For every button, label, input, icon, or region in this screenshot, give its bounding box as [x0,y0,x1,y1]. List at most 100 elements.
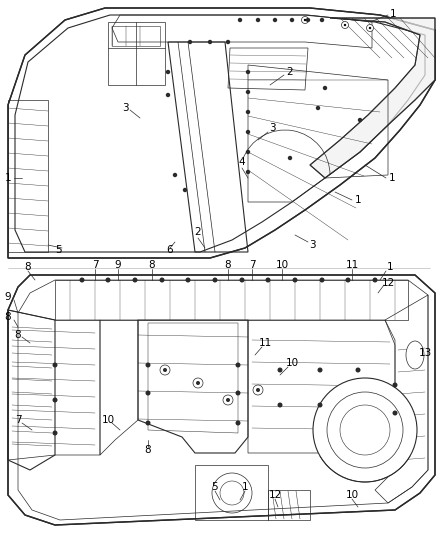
Circle shape [53,431,57,435]
Ellipse shape [406,341,424,369]
Text: 5: 5 [212,482,218,492]
Circle shape [246,90,250,94]
Circle shape [106,278,110,282]
Text: 12: 12 [268,490,282,500]
Circle shape [290,18,294,22]
Circle shape [372,278,378,282]
Circle shape [196,381,200,385]
Circle shape [166,93,170,97]
Circle shape [183,188,187,192]
Text: 9: 9 [5,292,11,302]
Circle shape [367,25,374,31]
Circle shape [159,278,165,282]
Text: 10: 10 [276,260,289,270]
Text: 10: 10 [286,358,299,368]
Text: 11: 11 [258,338,272,348]
Circle shape [163,368,167,372]
Text: 1: 1 [390,9,396,19]
Circle shape [273,18,277,22]
Circle shape [80,278,85,282]
Text: 3: 3 [122,103,128,113]
Text: 7: 7 [92,260,98,270]
Circle shape [293,278,297,282]
Circle shape [369,27,371,29]
Circle shape [278,367,283,373]
Text: 7: 7 [249,260,255,270]
Text: 5: 5 [55,245,61,255]
Text: 1: 1 [242,482,248,492]
Text: 10: 10 [346,490,359,500]
Text: 1: 1 [389,173,396,183]
Circle shape [392,383,398,387]
Circle shape [53,362,57,367]
Text: 1: 1 [355,195,361,205]
Text: 1: 1 [5,173,11,183]
Circle shape [246,170,250,174]
Text: 8: 8 [15,330,21,340]
Text: 12: 12 [381,278,395,288]
Circle shape [256,18,260,22]
Circle shape [236,421,240,425]
Text: 2: 2 [194,227,201,237]
Circle shape [236,391,240,395]
Circle shape [133,278,138,282]
Circle shape [253,385,263,395]
Circle shape [212,278,218,282]
Text: 10: 10 [102,415,115,425]
Circle shape [356,367,360,373]
Circle shape [160,365,170,375]
Text: 8: 8 [225,260,231,270]
Circle shape [392,410,398,416]
Circle shape [316,106,320,110]
Circle shape [173,173,177,177]
Text: 13: 13 [418,348,431,358]
Text: 2: 2 [287,67,293,77]
Circle shape [313,378,417,482]
Circle shape [238,18,242,22]
Circle shape [346,278,350,282]
Circle shape [320,18,324,22]
Text: 3: 3 [309,240,315,250]
Circle shape [306,18,310,22]
Polygon shape [310,18,435,178]
Circle shape [188,40,192,44]
Text: 4: 4 [239,157,245,167]
Circle shape [145,391,151,395]
Circle shape [358,118,362,122]
Text: 1: 1 [387,262,393,272]
Text: 8: 8 [148,260,155,270]
Text: 3: 3 [268,123,276,133]
Text: 6: 6 [167,245,173,255]
Circle shape [342,21,349,28]
Circle shape [53,398,57,402]
Circle shape [226,398,230,402]
Text: 9: 9 [115,260,121,270]
Circle shape [246,150,250,154]
Circle shape [246,110,250,114]
Text: 8: 8 [145,445,151,455]
Text: 8: 8 [25,262,31,272]
Circle shape [323,86,327,90]
Circle shape [145,362,151,367]
Circle shape [208,40,212,44]
Circle shape [223,395,233,405]
Polygon shape [8,8,435,258]
Circle shape [226,40,230,44]
Circle shape [236,362,240,367]
Circle shape [246,130,250,134]
Circle shape [304,19,306,21]
Circle shape [288,156,292,160]
Text: 11: 11 [346,260,359,270]
Circle shape [344,24,346,26]
Circle shape [278,402,283,408]
Circle shape [166,70,170,74]
Text: 7: 7 [15,415,21,425]
Text: 8: 8 [5,312,11,322]
Circle shape [319,278,325,282]
Circle shape [240,278,244,282]
Circle shape [246,70,250,74]
Polygon shape [8,275,435,525]
Circle shape [301,17,308,23]
Circle shape [193,378,203,388]
Circle shape [186,278,191,282]
